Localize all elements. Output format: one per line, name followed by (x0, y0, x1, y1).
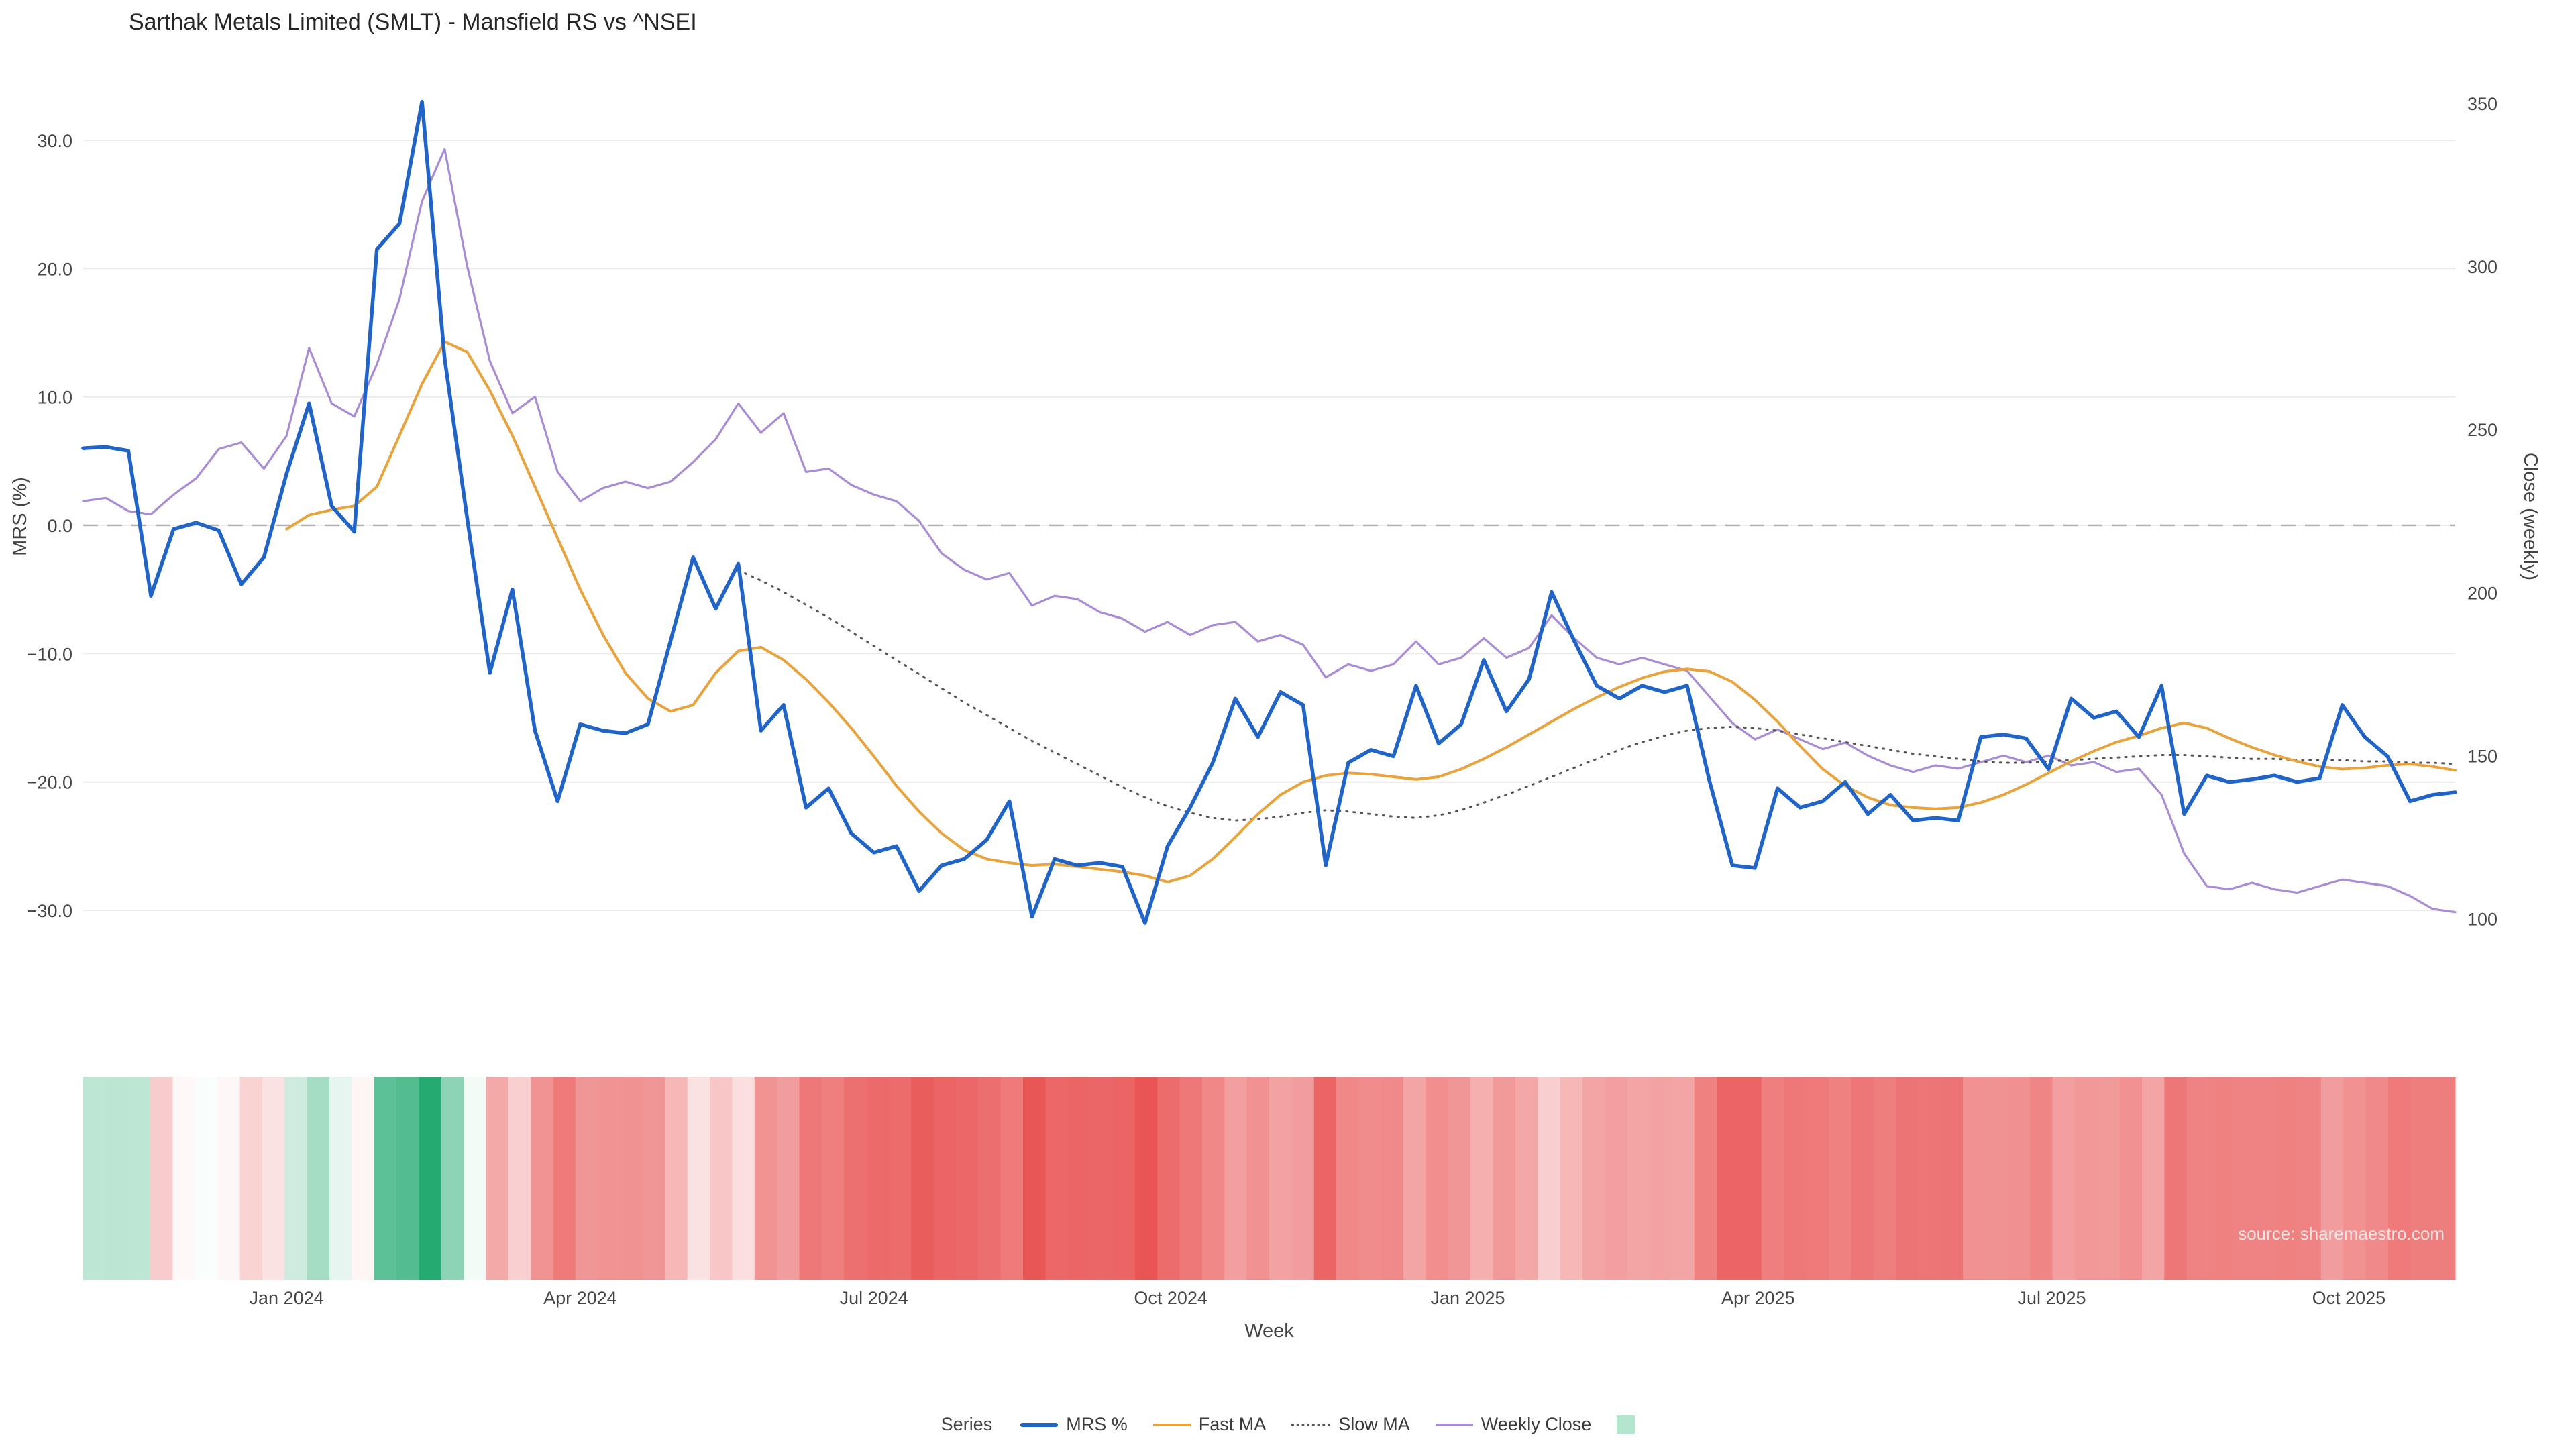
svg-text:200: 200 (2467, 583, 2498, 603)
svg-text:30.0: 30.0 (37, 131, 72, 151)
svg-text:Apr 2025: Apr 2025 (1721, 1288, 1795, 1308)
fast-ma-line-swatch (1152, 1423, 1191, 1426)
legend-item-heatmap[interactable] (1617, 1415, 1635, 1434)
heatmap-swatch (1617, 1415, 1635, 1434)
svg-text:150: 150 (2467, 746, 2498, 766)
source-watermark: source: sharemaestro.com (2238, 1224, 2445, 1244)
series-line-weekly-close (82, 148, 2457, 914)
legend-item-mrs[interactable]: MRS % (1020, 1414, 1128, 1435)
legend: Series MRS % Fast MA Slow MA Weekly Clos… (0, 1414, 2576, 1435)
y-axis-title-left: MRS (%) (9, 477, 31, 556)
svg-text:Jan 2024: Jan 2024 (250, 1288, 324, 1308)
svg-text:20.0: 20.0 (37, 259, 72, 279)
svg-text:350: 350 (2467, 94, 2498, 114)
mrs-heatmap-strip (83, 1077, 2456, 1280)
axis-tick-labels: 30.0 20.0 10.0 0.0 −10.0 −20.0 −30.0 350 300 250 2… (27, 94, 2498, 1308)
svg-text:−30.0: −30.0 (27, 901, 72, 921)
y-axis-title-right: Close (weekly) (2520, 452, 2541, 581)
chart-title: Sarthak Metals Limited (SMLT) - Mansfiel… (129, 9, 697, 35)
legend-title: Series (941, 1414, 993, 1434)
svg-text:−20.0: −20.0 (27, 773, 72, 793)
legend-label-slow-ma: Slow MA (1338, 1414, 1410, 1434)
x-axis-title: Week (1244, 1320, 1294, 1342)
svg-text:300: 300 (2467, 257, 2498, 277)
svg-text:Jul 2025: Jul 2025 (2017, 1288, 2086, 1308)
legend-item-fast-ma[interactable]: Fast MA (1152, 1414, 1267, 1435)
svg-text:250: 250 (2467, 420, 2498, 440)
series-line-mrs- (81, 99, 2457, 925)
svg-text:Oct 2024: Oct 2024 (1134, 1288, 1208, 1308)
svg-text:Jan 2025: Jan 2025 (1430, 1288, 1505, 1308)
mrs-line-swatch (1020, 1422, 1059, 1427)
svg-text:100: 100 (2467, 910, 2498, 930)
legend-item-slow-ma[interactable]: Slow MA (1291, 1414, 1410, 1435)
series-lines (81, 99, 2457, 925)
weekly-close-line-swatch (1435, 1424, 1473, 1426)
legend-label-mrs: MRS % (1066, 1414, 1128, 1434)
svg-text:Oct 2025: Oct 2025 (2312, 1288, 2386, 1308)
svg-text:Jul 2024: Jul 2024 (840, 1288, 908, 1308)
svg-text:0.0: 0.0 (47, 516, 72, 536)
legend-label-fast-ma: Fast MA (1198, 1414, 1267, 1434)
series-line-fast-ma (285, 340, 2457, 883)
slow-ma-line-swatch (1291, 1423, 1331, 1426)
svg-text:−10.0: −10.0 (27, 644, 72, 664)
svg-text:Apr 2024: Apr 2024 (543, 1288, 617, 1308)
legend-label-weekly-close: Weekly Close (1481, 1414, 1592, 1434)
legend-item-weekly-close[interactable]: Weekly Close (1435, 1414, 1592, 1435)
svg-text:10.0: 10.0 (37, 388, 72, 408)
series-line-slow-ma (737, 569, 2457, 822)
